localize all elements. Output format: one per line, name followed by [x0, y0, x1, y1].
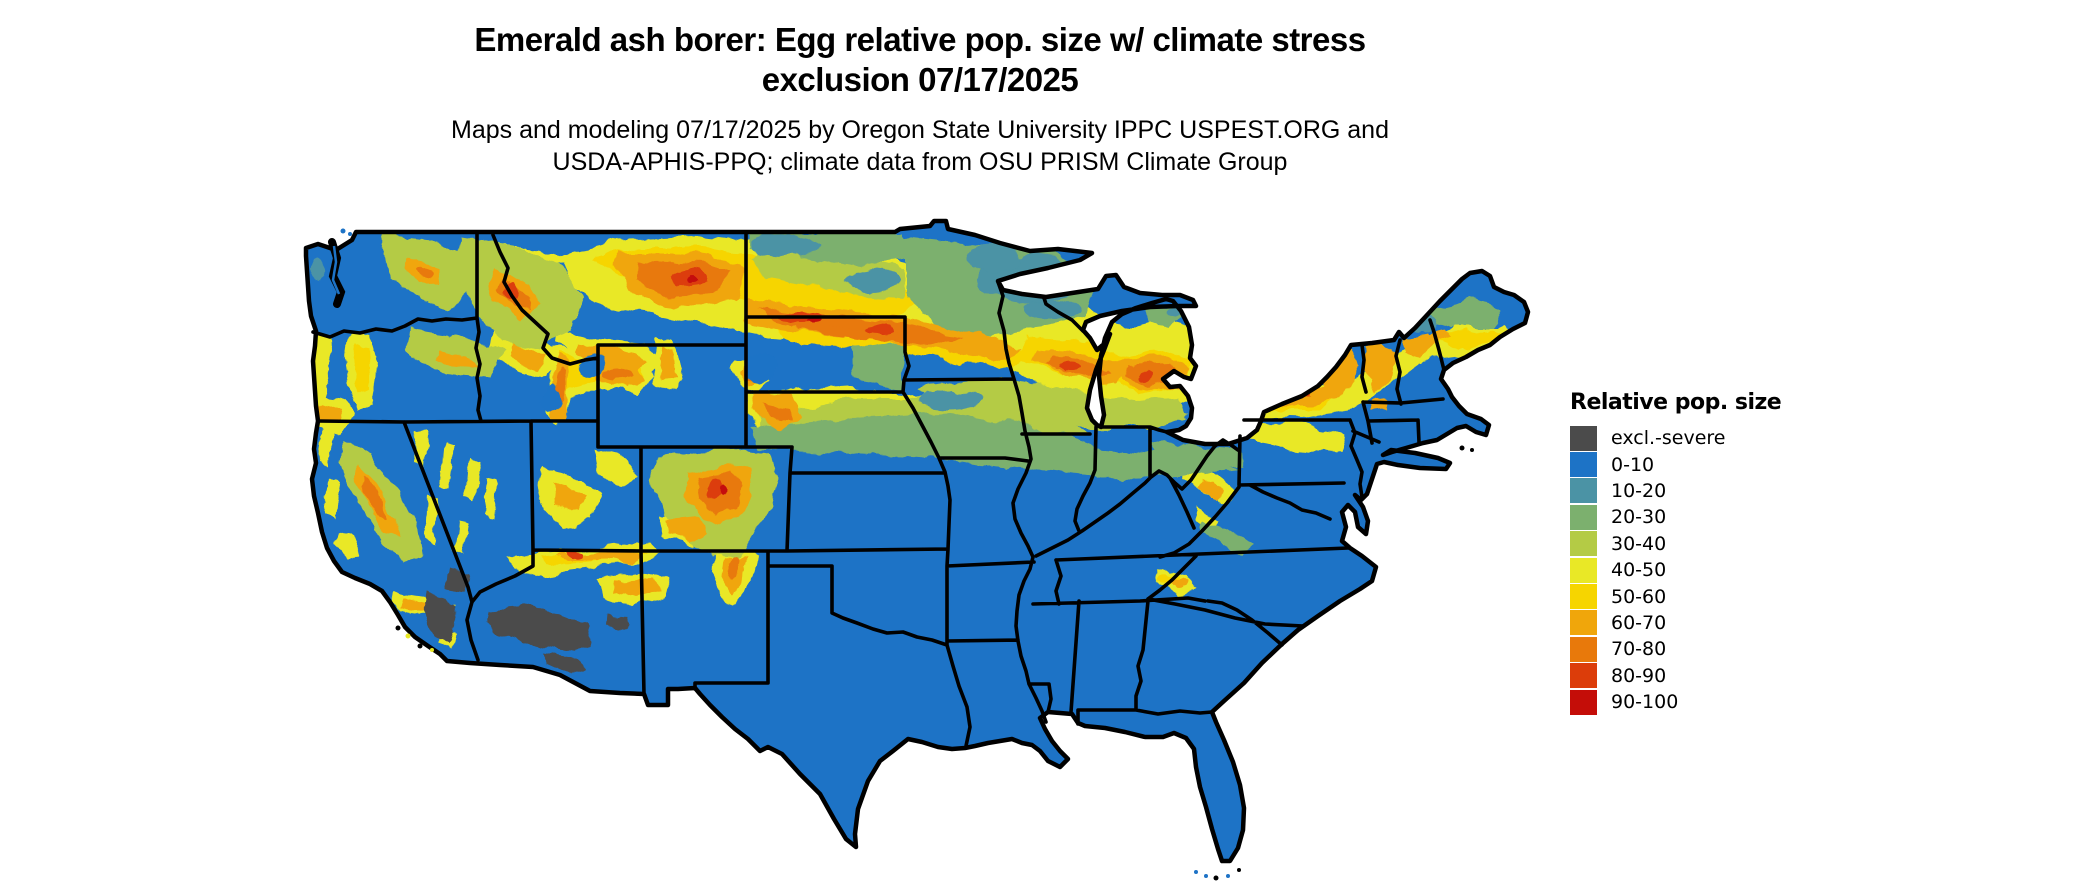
legend-label: 80-90 — [1611, 664, 1667, 687]
legend-row: 70-80 — [1570, 636, 1870, 662]
legend-label: excl.-severe — [1611, 427, 1726, 450]
channel-island — [417, 643, 423, 649]
legend-row: excl.-severe — [1570, 425, 1870, 451]
legend-row: 60-70 — [1570, 610, 1870, 636]
legend-label: 20-30 — [1611, 506, 1667, 529]
channel-island — [430, 648, 434, 652]
legend-swatch — [1570, 557, 1597, 583]
legend-label: 10-20 — [1611, 479, 1667, 502]
florida-key — [1226, 874, 1230, 878]
marthas-vineyard-island — [1470, 448, 1474, 452]
florida-key — [1213, 875, 1219, 881]
legend-swatch — [1570, 452, 1597, 478]
florida-key — [1194, 870, 1198, 874]
legend-label: 60-70 — [1611, 611, 1667, 634]
coastal-details — [328, 228, 1474, 881]
channel-island — [395, 625, 401, 631]
legend-row: 20-30 — [1570, 504, 1870, 530]
legend-label: 0-10 — [1611, 453, 1655, 476]
legend-row: 40-50 — [1570, 557, 1870, 583]
legend-swatch — [1570, 478, 1597, 504]
legend-rows: excl.-severe 0-10 10-20 20-30 30-40 40-50 50-6… — [1570, 425, 1870, 715]
map-title: Emerald ash borer: Egg relative pop. siz… — [260, 20, 1580, 100]
legend-swatch — [1570, 663, 1597, 689]
channel-island — [405, 633, 411, 639]
legend-label: 70-80 — [1611, 638, 1667, 661]
map-subtitle-line2: USDA-APHIS-PPQ; climate data from OSU PR… — [552, 148, 1288, 176]
puget-sound-water — [331, 245, 341, 295]
legend: Relative pop. size excl.-severe 0-10 10-20… — [1570, 390, 1870, 715]
legend-label: 40-50 — [1611, 559, 1667, 582]
legend-row: 10-20 — [1570, 478, 1870, 504]
map-subtitle-line1: Maps and modeling 07/17/2025 by Oregon S… — [451, 116, 1389, 144]
legend-swatch — [1570, 531, 1597, 557]
legend-swatch — [1570, 584, 1597, 610]
legend-row: 90-100 — [1570, 689, 1870, 715]
legend-swatch — [1570, 689, 1597, 715]
san-juan-island — [348, 232, 352, 236]
legend-label: 30-40 — [1611, 532, 1667, 555]
map-title-line2: exclusion 07/17/2025 — [761, 61, 1079, 98]
legend-row: 0-10 — [1570, 451, 1870, 478]
legend-swatch — [1570, 504, 1597, 530]
map-subtitle: Maps and modeling 07/17/2025 by Oregon S… — [260, 114, 1580, 178]
nantucket-island — [1459, 445, 1465, 451]
state-borders — [311, 230, 1446, 748]
legend-label: 90-100 — [1611, 691, 1679, 714]
legend-swatch — [1570, 610, 1597, 636]
legend-row: 80-90 — [1570, 663, 1870, 689]
map-title-line1: Emerald ash borer: Egg relative pop. siz… — [474, 21, 1366, 58]
legend-row: 50-60 — [1570, 583, 1870, 610]
legend-label: 50-60 — [1611, 585, 1667, 608]
legend-row: 30-40 — [1570, 531, 1870, 557]
pop-excl-severe-regions — [423, 568, 630, 676]
pop-80-90-regions — [506, 270, 1310, 559]
florida-key — [1237, 868, 1241, 872]
legend-swatch — [1570, 636, 1597, 662]
legend-swatch — [1570, 425, 1597, 451]
florida-key — [1204, 874, 1208, 878]
legend-title: Relative pop. size — [1570, 390, 1782, 415]
san-juan-island — [340, 228, 346, 234]
